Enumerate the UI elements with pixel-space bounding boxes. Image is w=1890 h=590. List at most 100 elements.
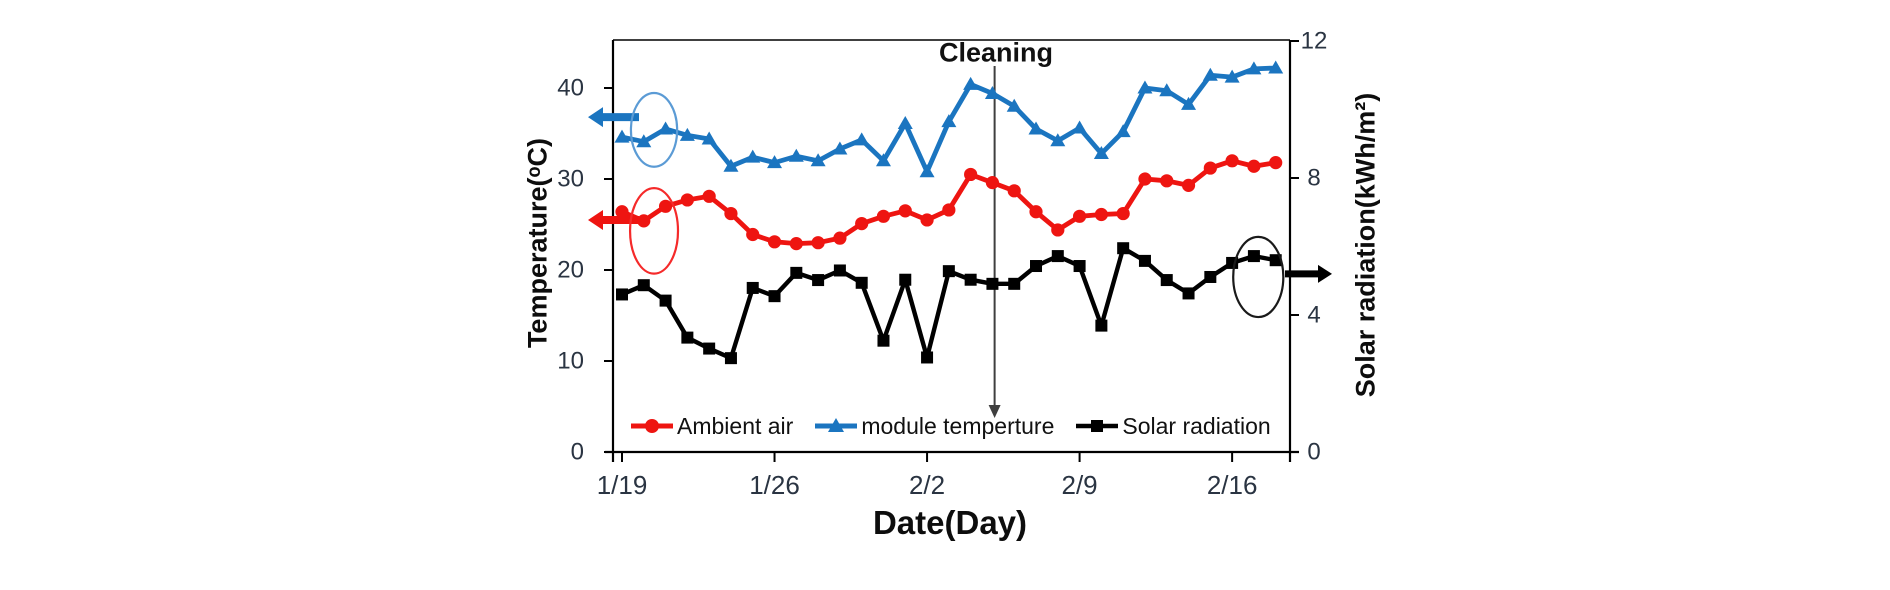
module-temperature-start-ellipse [629,91,679,168]
right-axis-tick-label: 8 [1307,164,1320,191]
series-marker-module-temperture [767,155,783,169]
left-axis-tick-label: 0 [571,438,584,465]
left-axis-title: Temperature(ᵒC) [522,137,553,349]
series-marker-module-temperture [614,129,630,143]
module-temperture-legend-icon [815,418,858,432]
series-marker-solar-radiation [877,334,890,347]
cleaning-arrow-head [988,405,1001,418]
series-marker-module-temperture [1246,61,1262,75]
series-marker-ambient-air [855,216,869,231]
ambient-air-axis-arrow [588,209,603,230]
series-marker-solar-radiation [899,273,912,286]
series-marker-solar-radiation [1247,250,1260,263]
series-marker-ambient-air [637,214,651,228]
series-marker-solar-radiation [833,264,846,277]
solar-radiation-axis-arrow [1318,264,1332,283]
series-marker-module-temperture [1093,146,1109,160]
series-marker-module-temperture [1028,121,1044,135]
series-marker-ambient-air [876,209,891,223]
series-marker-solar-radiation [1117,242,1130,255]
series-marker-module-temperture [897,115,913,129]
series-marker-solar-radiation [1051,250,1064,263]
x-axis-tick-label: 2/9 [1062,470,1098,500]
series-marker-solar-radiation [1095,319,1108,332]
solar-radiation-end-ellipse [1232,235,1285,319]
right-axis-tick-label: 12 [1301,27,1328,54]
series-line-solar-radiation [619,246,1278,361]
series-marker-module-temperture [963,76,979,90]
series-marker-module-temperture [810,153,826,167]
series-marker-ambient-air [964,167,978,182]
series-marker-solar-radiation [1269,254,1282,267]
series-marker-module-temperture [984,85,1000,99]
series-marker-solar-radiation [703,342,716,355]
series-marker-solar-radiation [681,331,694,344]
series-marker-module-temperture [1268,60,1284,74]
series-marker-ambient-air [746,227,760,242]
series-marker-solar-radiation [768,290,781,303]
series-marker-ambient-air [920,213,934,227]
series-marker-ambient-air [1181,178,1196,192]
series-marker-module-temperture [1202,67,1218,81]
series-marker-module-temperture [1181,96,1197,110]
legend-item-module-temperture: module temperture [815,413,1054,440]
series-marker-module-temperture [1115,124,1131,138]
series-marker-ambient-air [1138,172,1152,186]
series-marker-ambient-air [615,205,629,219]
series-marker-module-temperture [658,121,674,135]
right-axis-title: Solar radiation(kWh/m²) [1350,92,1381,398]
series-marker-ambient-air [1225,154,1239,168]
series-marker-ambient-air [1160,174,1174,188]
left-axis-tick-label: 40 [557,74,584,101]
series-marker-module-temperture [636,134,652,148]
right-axis-tick-label: 0 [1307,438,1320,465]
series-marker-module-temperture [854,132,870,146]
cleaning-annotation-label: Cleaning [938,37,1054,68]
series-marker-solar-radiation [1204,270,1217,283]
series-marker-module-temperture [1006,98,1022,112]
series-marker-module-temperture [679,127,695,141]
series-marker-ambient-air [702,189,716,203]
series-marker-solar-radiation [1030,260,1043,273]
legend-item-ambient-air: Ambient air [631,413,793,440]
ambient-air-legend-icon [631,419,673,433]
series-marker-ambient-air [1247,159,1261,173]
series-marker-ambient-air [724,206,738,221]
series-marker-ambient-air [1051,223,1065,237]
series-marker-solar-radiation [1008,277,1021,290]
series-marker-solar-radiation [964,273,977,286]
series-marker-ambient-air [1269,156,1283,170]
series-marker-solar-radiation [921,351,934,364]
series-marker-ambient-air [1007,184,1021,198]
x-axis-title: Date(Day) [872,504,1028,541]
series-marker-solar-radiation [659,294,672,307]
series-marker-solar-radiation [616,288,628,301]
left-axis-tick-label: 10 [557,347,584,374]
series-marker-module-temperture [701,131,717,145]
legend-item-solar-radiation: Solar radiation [1076,413,1271,440]
series-marker-module-temperture [941,114,957,128]
series-marker-module-temperture [875,153,891,167]
series-marker-module-temperture [832,141,848,155]
series-marker-module-temperture [723,158,739,172]
series-marker-solar-radiation [724,352,737,365]
series-marker-ambient-air [1072,209,1087,223]
series-marker-solar-radiation [790,266,803,279]
series-marker-solar-radiation [637,279,650,292]
series-marker-ambient-air [898,204,912,218]
chart-legend: Ambient air module temperture Solar radi… [631,413,1293,439]
series-marker-solar-radiation [1073,260,1086,273]
series-line-ambient-air [619,158,1279,247]
series-marker-solar-radiation [1182,287,1195,300]
series-marker-ambient-air [1116,206,1130,221]
legend-label: Ambient air [677,412,794,439]
series-marker-module-temperture [1159,83,1175,97]
series-marker-module-temperture [1072,120,1088,134]
series-marker-ambient-air [1094,207,1108,222]
series-marker-module-temperture [1137,80,1153,94]
x-axis-tick-label: 2/16 [1207,470,1258,500]
series-marker-ambient-air [942,203,956,217]
right-axis-tick-label: 4 [1307,301,1320,328]
series-marker-ambient-air [833,231,847,245]
